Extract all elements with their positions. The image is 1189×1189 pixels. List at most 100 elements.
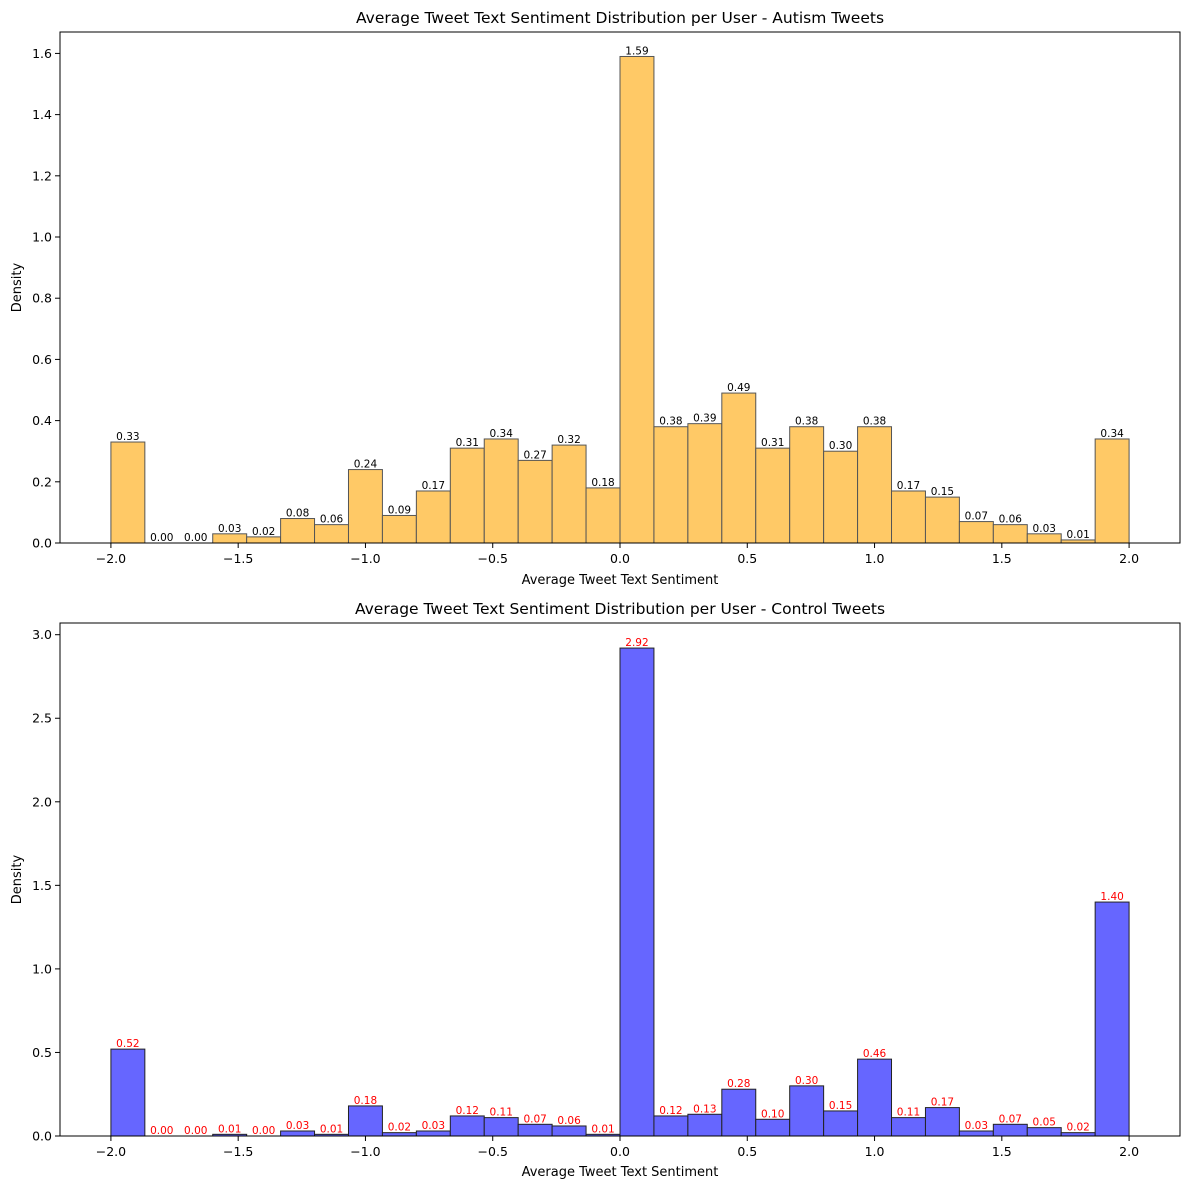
histogram-bar [415, 490, 451, 544]
histogram-bar [653, 426, 689, 544]
y-tick-label: 0.2 [32, 474, 52, 489]
histogram-bar [755, 447, 791, 544]
bar-value-label: 0.06 [320, 514, 344, 526]
bar-value-label: 0.01 [218, 1123, 241, 1135]
histogram-bar [110, 1048, 146, 1137]
histogram-bar [1026, 533, 1062, 544]
histogram-bar [1094, 438, 1130, 544]
histogram-bar [551, 444, 587, 544]
bar-value-label: 0.12 [456, 1105, 479, 1117]
y-tick-label: 0.4 [32, 413, 52, 428]
bar-value-label: 0.07 [523, 1113, 546, 1125]
bar-value-label: 0.00 [150, 532, 173, 544]
bar-value-label: 0.18 [591, 477, 614, 489]
x-tick-label: 0.0 [610, 551, 630, 566]
bar-value-label: 0.02 [252, 526, 275, 538]
histogram-bar [110, 441, 146, 544]
x-tick-label: −2.0 [96, 551, 126, 566]
bar-value-label: 0.17 [931, 1097, 954, 1109]
bar-value-label: 0.09 [388, 504, 411, 516]
y-tick-label: 1.0 [32, 961, 52, 976]
x-tick-label: −2.0 [96, 1144, 126, 1159]
bar-value-label: 0.02 [388, 1122, 411, 1134]
x-tick-label: −1.5 [223, 1144, 253, 1159]
bar-value-label: 0.01 [591, 1123, 614, 1135]
y-tick-label: 0.8 [32, 291, 52, 306]
histogram-bar [721, 392, 757, 544]
bar-value-label: 0.34 [490, 428, 514, 440]
bar-value-label: 0.02 [1066, 1122, 1089, 1134]
histogram-bar [212, 533, 248, 544]
histogram-bar [1026, 1127, 1062, 1137]
x-tick-label: 2.0 [1119, 551, 1139, 566]
bar-value-label: 0.15 [931, 486, 954, 498]
x-tick-label: 0.5 [737, 1144, 757, 1159]
bar-value-label: 0.38 [863, 416, 886, 428]
x-tick-label: 1.5 [992, 551, 1012, 566]
x-tick-label: 1.5 [992, 1144, 1012, 1159]
bar-value-label: 0.31 [456, 437, 479, 449]
histogram-bar [958, 521, 994, 544]
y-axis-label: Density [10, 854, 25, 904]
bar-value-label: 0.34 [1100, 428, 1124, 440]
x-tick-label: −1.5 [223, 551, 253, 566]
x-tick-label: 2.0 [1119, 1144, 1139, 1159]
bar-value-label: 0.07 [999, 1113, 1022, 1125]
bar-value-label: 0.31 [761, 437, 784, 449]
bar-value-label: 0.06 [557, 1115, 581, 1127]
bar-value-label: 0.07 [965, 511, 988, 523]
y-tick-label: 3.0 [32, 627, 52, 642]
bar-value-label: 0.33 [116, 431, 139, 443]
y-axis-ticks: 0.0 0.5 1.0 1.5 2.0 2.5 3.0 [32, 627, 60, 1144]
bar-value-label: 0.03 [1033, 523, 1056, 535]
histogram-bar [483, 438, 519, 544]
bar-value-label: 0.00 [184, 1125, 207, 1137]
histogram-bar [992, 524, 1028, 544]
bar-value-label: 0.30 [795, 1075, 818, 1087]
y-axis-ticks: 0.0 0.2 0.4 0.6 0.8 1.0 1.2 1.4 1.6 [32, 46, 60, 551]
y-tick-label: 2.0 [32, 794, 52, 809]
chart-autism: Average Tweet Text Sentiment Distributio… [10, 9, 1181, 588]
x-tick-label: 0.5 [737, 551, 757, 566]
bar-value-label: 2.92 [625, 637, 648, 649]
bar-value-label: 0.11 [897, 1107, 920, 1119]
bar-value-label: 0.32 [557, 434, 580, 446]
bars-group [110, 55, 1130, 544]
histogram-bar [347, 469, 383, 544]
histogram-bar [449, 447, 485, 544]
plot-frame [59, 31, 1181, 544]
bar-value-label: 0.28 [727, 1078, 750, 1090]
bar-value-label: 0.01 [1066, 529, 1089, 541]
histogram-bar [924, 1107, 960, 1137]
bar-value-label: 0.11 [490, 1107, 513, 1119]
x-tick-label: −1.0 [350, 551, 380, 566]
bar-value-label: 0.52 [116, 1038, 139, 1050]
y-tick-label: 0.6 [32, 352, 52, 367]
histogram-bar [789, 1085, 825, 1137]
y-tick-label: 1.4 [32, 107, 52, 122]
plot-frame [59, 622, 1181, 1137]
histogram-bar [619, 647, 655, 1137]
x-tick-label: 0.0 [610, 1144, 630, 1159]
histogram-bar [891, 490, 926, 544]
histogram-bar [755, 1118, 791, 1137]
bar-value-label: 0.05 [1033, 1117, 1056, 1129]
bar-value-label: 0.01 [320, 1123, 343, 1135]
bar-value-label: 0.38 [659, 416, 682, 428]
bar-value-label: 1.59 [625, 45, 648, 57]
bar-value-label: 0.17 [897, 480, 920, 492]
y-axis-label: Density [10, 262, 25, 312]
histogram-bar [924, 496, 960, 544]
histogram-bar [585, 487, 621, 544]
y-tick-label: 1.0 [32, 230, 52, 245]
histogram-bar [823, 1110, 859, 1137]
y-tick-label: 2.5 [32, 711, 52, 726]
histogram-bar [483, 1117, 519, 1137]
histogram-bar [1094, 901, 1130, 1137]
bar-value-label: 0.03 [218, 523, 241, 535]
bar-value-label: 0.27 [523, 449, 546, 461]
histogram-bar [992, 1123, 1028, 1137]
bar-value-label: 0.30 [829, 440, 852, 452]
